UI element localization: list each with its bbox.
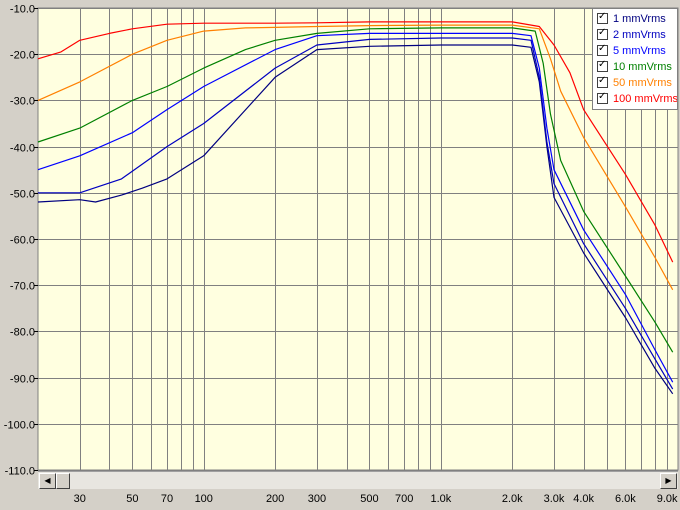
horizontal-scrollbar[interactable]: ◀ ▶: [38, 471, 678, 489]
series-line-4: [37, 24, 674, 291]
legend-label: 5 mmVrms: [613, 44, 666, 57]
y-tick-label: -20.0: [10, 50, 35, 62]
legend-item-5mm[interactable]: 5 mmVrms: [597, 43, 666, 58]
legend-checkbox[interactable]: [597, 11, 608, 24]
x-tick-label: 100: [195, 493, 213, 505]
x-tick-label: 9.0k: [657, 493, 678, 505]
legend-label: 2 mmVrms: [613, 28, 666, 41]
x-axis-tick-labels: 30 50 70 100 200 300 500 700 1.0k 2.0k 3.0k 4.0k 6.0…: [74, 493, 678, 505]
series-line-2: [37, 32, 674, 383]
x-tick-label: 70: [161, 493, 173, 505]
legend-checkbox[interactable]: [597, 75, 608, 88]
y-tick-label: -90.0: [10, 374, 35, 386]
x-tick-label: 3.0k: [544, 493, 565, 505]
y-tick-label: -10.0: [10, 4, 35, 16]
legend-item-50mm[interactable]: 50 mmVrms: [597, 75, 672, 90]
legend-checkbox[interactable]: [597, 27, 608, 40]
series-line-0: [37, 44, 674, 395]
legend-label: 1 mmVrms: [613, 12, 666, 25]
series-line-5: [37, 21, 674, 263]
y-tick-label: -40.0: [10, 143, 35, 155]
legend-item-2mm[interactable]: 2 mmVrms: [597, 27, 666, 42]
series-line-3: [37, 27, 674, 353]
x-tick-label: 500: [360, 493, 378, 505]
x-tick-label: 2.0k: [502, 493, 523, 505]
legend-label: 50 mmVrms: [613, 76, 672, 89]
scroll-thumb[interactable]: [56, 473, 70, 489]
series-lines: [37, 21, 674, 395]
legend-item-1mm[interactable]: 1 mmVrms: [597, 11, 666, 26]
x-tick-label: 4.0k: [573, 493, 594, 505]
x-tick-label: 300: [308, 493, 326, 505]
y-tick-label: -70.0: [10, 281, 35, 293]
legend-label: 10 mmVrms: [613, 60, 672, 73]
legend-item-10mm[interactable]: 10 mmVrms: [597, 59, 672, 74]
legend: 1 mmVrms 2 mmVrms 5 mmVrms 10 mmVrms 50 …: [592, 8, 678, 110]
scroll-right-arrow-icon[interactable]: ▶: [660, 473, 677, 489]
y-tick-label: -50.0: [10, 189, 35, 201]
y-tick-label: -30.0: [10, 96, 35, 108]
x-tick-label: 1.0k: [430, 493, 451, 505]
x-tick-label: 700: [395, 493, 413, 505]
legend-checkbox[interactable]: [597, 91, 608, 104]
scroll-left-arrow-icon[interactable]: ◀: [39, 473, 56, 489]
y-axis-tick-labels: -10.0 -20.0 -30.0 -40.0 -50.0 -60.0 -70.0 -80.0…: [4, 4, 38, 478]
series-line-1: [38, 37, 674, 390]
y-tick-label: -110.0: [5, 466, 35, 478]
y-tick-label: -80.0: [10, 327, 35, 339]
x-tick-label: 50: [126, 493, 138, 505]
x-tick-label: 30: [74, 493, 86, 505]
legend-item-100mm[interactable]: 100 mmVrms: [597, 91, 678, 106]
legend-checkbox[interactable]: [597, 43, 608, 56]
x-tick-label: 6.0k: [615, 493, 636, 505]
y-tick-label: -60.0: [10, 235, 35, 247]
y-tick-label: -100.0: [4, 420, 35, 432]
legend-checkbox[interactable]: [597, 59, 608, 72]
x-tick-label: 200: [266, 493, 284, 505]
legend-label: 100 mmVrms: [613, 92, 678, 105]
